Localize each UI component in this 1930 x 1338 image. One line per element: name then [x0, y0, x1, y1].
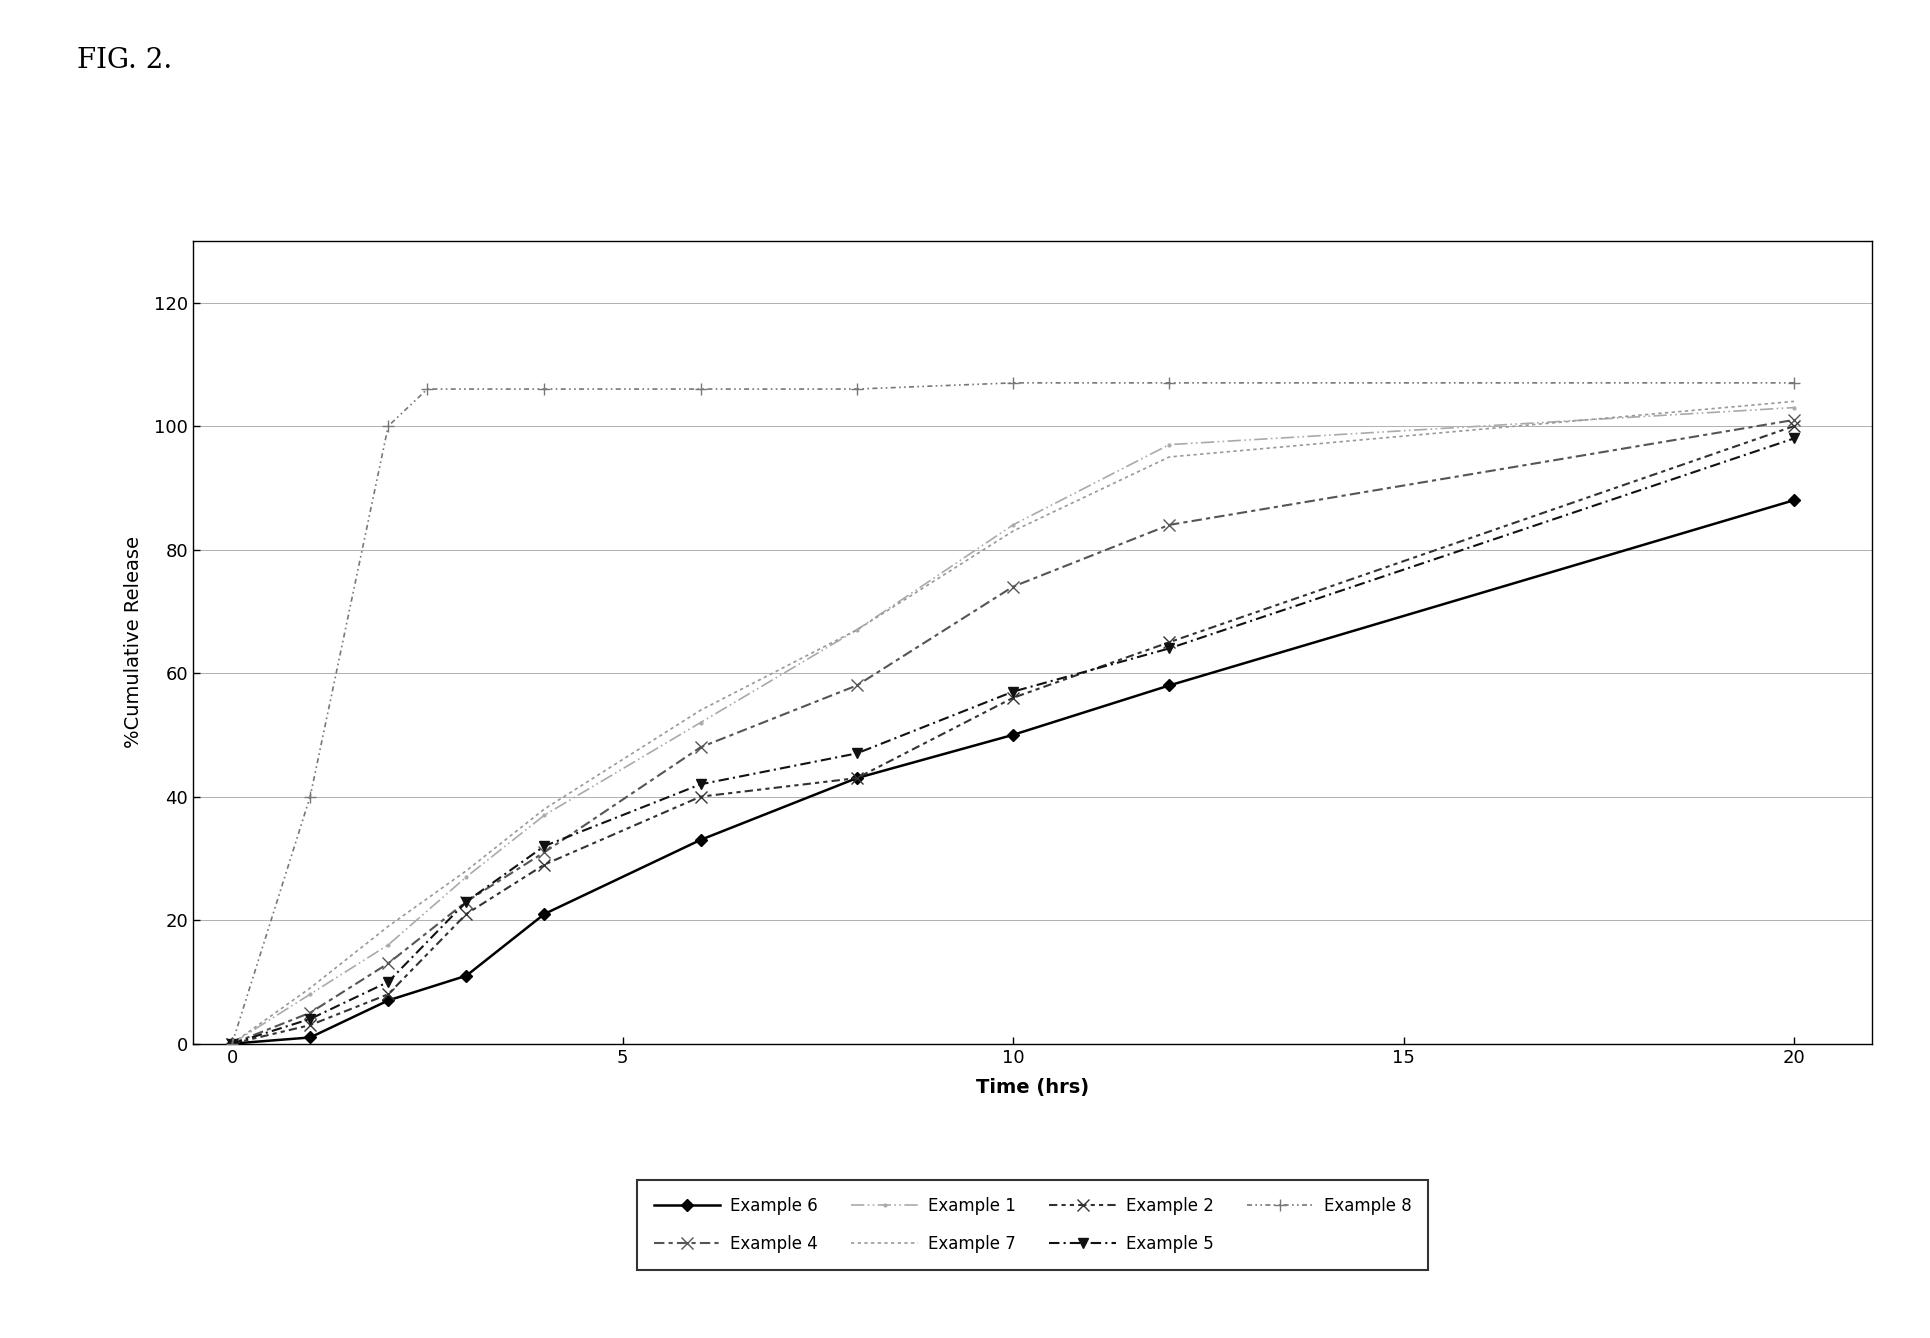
Example 2: [845, 771, 868, 787]
Example 5: [455, 894, 479, 910]
Example 5: [1158, 641, 1181, 657]
Example 6: [1158, 677, 1181, 693]
Example 7: [455, 863, 479, 879]
Example 2: [533, 856, 556, 872]
Example 4: [455, 894, 479, 910]
Example 7: [845, 622, 868, 638]
Example 7: [220, 1036, 243, 1052]
Example 6: [455, 967, 479, 983]
Example 1: [376, 937, 400, 953]
Example 8: [1783, 375, 1806, 391]
Example 1: [1002, 516, 1025, 533]
Example 8: [845, 381, 868, 397]
Example 5: [689, 776, 712, 792]
Example 8: [1002, 375, 1025, 391]
Example 7: [1158, 450, 1181, 466]
Example 8: [1158, 375, 1181, 391]
Example 2: [376, 986, 400, 1002]
Example 8: [415, 381, 438, 397]
Line: Example 5: Example 5: [228, 434, 1799, 1049]
Example 4: [220, 1036, 243, 1052]
Example 4: [1002, 578, 1025, 594]
Example 2: [220, 1036, 243, 1052]
Example 8: [533, 381, 556, 397]
Example 4: [299, 1005, 322, 1021]
Example 7: [376, 918, 400, 934]
Example 8: [689, 381, 712, 397]
Example 1: [299, 986, 322, 1002]
Example 4: [376, 955, 400, 971]
Line: Example 8: Example 8: [226, 376, 1801, 1050]
Example 6: [299, 1029, 322, 1045]
Example 7: [299, 979, 322, 995]
Example 1: [845, 622, 868, 638]
Example 2: [455, 906, 479, 922]
Example 1: [1158, 436, 1181, 452]
Example 6: [845, 771, 868, 787]
Legend: Example 6, Example 4, Example 1, Example 7, Example 2, Example 5, Example 8: Example 6, Example 4, Example 1, Example…: [637, 1180, 1428, 1270]
Example 2: [1783, 417, 1806, 434]
Example 4: [1783, 412, 1806, 428]
Example 7: [1002, 523, 1025, 539]
Example 5: [533, 838, 556, 854]
Example 8: [376, 417, 400, 434]
Example 5: [376, 974, 400, 990]
Example 5: [1783, 431, 1806, 447]
Example 4: [845, 677, 868, 693]
Example 4: [1158, 516, 1181, 533]
Example 8: [299, 788, 322, 804]
Line: Example 6: Example 6: [228, 496, 1799, 1048]
Example 6: [376, 993, 400, 1009]
Example 2: [299, 1017, 322, 1033]
Example 5: [845, 745, 868, 761]
Example 6: [533, 906, 556, 922]
Example 5: [299, 1012, 322, 1028]
Y-axis label: %Cumulative Release: %Cumulative Release: [124, 537, 143, 748]
Example 2: [1002, 690, 1025, 706]
Line: Example 2: Example 2: [226, 420, 1799, 1049]
Example 7: [533, 801, 556, 818]
Example 5: [220, 1036, 243, 1052]
Example 7: [1783, 393, 1806, 409]
Example 1: [220, 1036, 243, 1052]
Example 1: [689, 714, 712, 731]
Example 2: [689, 788, 712, 804]
X-axis label: Time (hrs): Time (hrs): [977, 1077, 1089, 1097]
Line: Example 4: Example 4: [226, 415, 1799, 1049]
Example 6: [1002, 727, 1025, 743]
Line: Example 7: Example 7: [232, 401, 1795, 1044]
Example 6: [689, 832, 712, 848]
Example 4: [689, 739, 712, 755]
Example 6: [1783, 492, 1806, 508]
Example 6: [220, 1036, 243, 1052]
Example 2: [1158, 634, 1181, 650]
Example 5: [1002, 684, 1025, 700]
Example 1: [455, 868, 479, 884]
Example 1: [1783, 400, 1806, 416]
Line: Example 1: Example 1: [230, 405, 1797, 1046]
Example 4: [533, 844, 556, 860]
Text: FIG. 2.: FIG. 2.: [77, 47, 172, 74]
Example 1: [533, 807, 556, 823]
Example 8: [220, 1036, 243, 1052]
Example 7: [689, 702, 712, 719]
